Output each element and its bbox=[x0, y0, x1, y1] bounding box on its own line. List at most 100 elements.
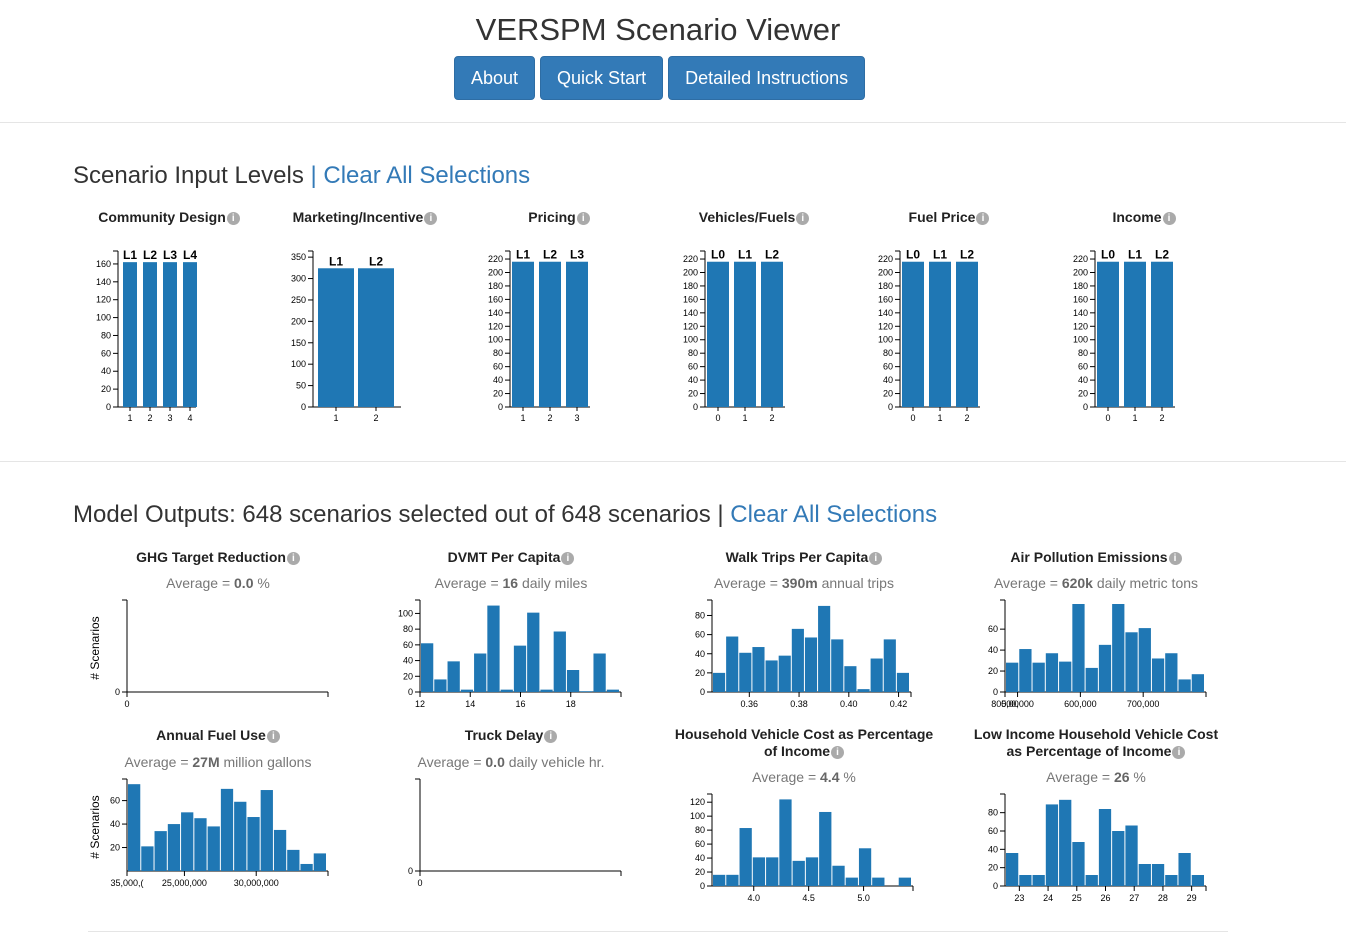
histogram-bar[interactable] bbox=[540, 689, 553, 692]
histogram-bar[interactable] bbox=[1072, 842, 1085, 886]
info-icon[interactable]: i bbox=[1168, 552, 1182, 565]
histogram-bar[interactable] bbox=[778, 655, 791, 692]
histogram-bar[interactable] bbox=[870, 658, 883, 692]
histogram-bar[interactable] bbox=[883, 639, 896, 692]
histogram-bar[interactable] bbox=[287, 849, 300, 871]
level-bar[interactable] bbox=[902, 261, 924, 407]
histogram-bar[interactable] bbox=[792, 860, 805, 886]
histogram-bar[interactable] bbox=[1138, 864, 1151, 886]
histogram-bar[interactable] bbox=[527, 612, 540, 692]
histogram-bar[interactable] bbox=[858, 848, 872, 886]
histogram-bar[interactable] bbox=[593, 653, 606, 693]
level-bar[interactable] bbox=[761, 261, 783, 407]
histogram-bar[interactable] bbox=[896, 672, 909, 692]
histogram-bar[interactable] bbox=[1112, 604, 1125, 692]
histogram-bar[interactable] bbox=[434, 679, 447, 692]
histogram-bar[interactable] bbox=[831, 639, 844, 692]
histogram-bar[interactable] bbox=[872, 877, 885, 886]
histogram-bar[interactable] bbox=[739, 652, 752, 692]
histogram-bar[interactable] bbox=[141, 846, 154, 871]
level-bar[interactable] bbox=[929, 261, 951, 407]
histogram-bar[interactable] bbox=[1006, 853, 1019, 886]
histogram-bar[interactable] bbox=[606, 689, 619, 692]
histogram-bar[interactable] bbox=[167, 824, 181, 871]
histogram-bar[interactable] bbox=[1112, 831, 1125, 886]
histogram-bar[interactable] bbox=[1125, 632, 1138, 692]
histogram-bar[interactable] bbox=[1032, 662, 1045, 692]
histogram-bar[interactable] bbox=[818, 605, 831, 692]
histogram-bar[interactable] bbox=[181, 812, 194, 871]
histogram-bar[interactable] bbox=[474, 653, 487, 693]
histogram-bar[interactable] bbox=[845, 877, 858, 886]
histogram-bar[interactable] bbox=[1165, 875, 1178, 886]
histogram-bar[interactable] bbox=[752, 647, 765, 692]
level-bar[interactable] bbox=[1124, 261, 1146, 407]
histogram-bar[interactable] bbox=[1085, 875, 1098, 886]
histogram-bar[interactable] bbox=[1059, 661, 1072, 692]
histogram-bar[interactable] bbox=[1006, 662, 1019, 692]
histogram-bar[interactable] bbox=[1085, 667, 1098, 692]
histogram-bar[interactable] bbox=[739, 828, 752, 886]
histogram-bar[interactable] bbox=[566, 670, 580, 692]
info-icon[interactable]: i bbox=[1172, 746, 1186, 759]
level-bar[interactable] bbox=[358, 268, 394, 407]
histogram-bar[interactable] bbox=[1059, 799, 1072, 886]
level-bar[interactable] bbox=[123, 262, 137, 407]
histogram-bar[interactable] bbox=[260, 790, 273, 871]
histogram-bar[interactable] bbox=[1032, 875, 1045, 886]
histogram-bar[interactable] bbox=[1191, 674, 1204, 692]
histogram-bar[interactable] bbox=[752, 857, 766, 886]
level-bar[interactable] bbox=[143, 262, 157, 407]
about-button[interactable]: About bbox=[454, 56, 536, 100]
inputs-clear-all-link[interactable]: Clear All Selections bbox=[323, 162, 531, 189]
histogram-bar[interactable] bbox=[1151, 864, 1165, 886]
histogram-bar[interactable] bbox=[1019, 875, 1032, 886]
info-icon[interactable]: i bbox=[831, 746, 845, 759]
histogram-bar[interactable] bbox=[766, 857, 779, 886]
histogram-bar[interactable] bbox=[580, 691, 593, 692]
info-icon[interactable]: i bbox=[1162, 212, 1176, 225]
info-icon[interactable]: i bbox=[576, 212, 590, 225]
histogram-bar[interactable] bbox=[805, 857, 819, 886]
histogram-bar[interactable] bbox=[779, 799, 792, 886]
histogram-bar[interactable] bbox=[313, 853, 326, 871]
histogram-bar[interactable] bbox=[1125, 825, 1138, 887]
histogram-bar[interactable] bbox=[804, 637, 818, 692]
histogram-bar[interactable] bbox=[1019, 649, 1032, 692]
histogram-bar[interactable] bbox=[234, 801, 247, 871]
level-bar[interactable] bbox=[734, 261, 756, 407]
histogram-bar[interactable] bbox=[726, 874, 739, 886]
histogram-bar[interactable] bbox=[513, 645, 527, 692]
level-bar[interactable] bbox=[1097, 261, 1119, 407]
level-bar[interactable] bbox=[163, 262, 177, 407]
histogram-bar[interactable] bbox=[857, 689, 870, 692]
histogram-bar[interactable] bbox=[194, 818, 207, 871]
histogram-bar[interactable] bbox=[1072, 604, 1085, 692]
histogram-bar[interactable] bbox=[1138, 628, 1151, 692]
histogram-bar[interactable] bbox=[500, 689, 513, 692]
histogram-bar[interactable] bbox=[1151, 658, 1165, 692]
histogram-bar[interactable] bbox=[1191, 875, 1204, 886]
histogram-bar[interactable] bbox=[819, 811, 832, 886]
level-bar[interactable] bbox=[707, 261, 729, 407]
detailed-instructions-button[interactable]: Detailed Instructions bbox=[668, 56, 866, 100]
info-icon[interactable]: i bbox=[561, 552, 575, 565]
info-icon[interactable]: i bbox=[796, 212, 810, 225]
level-bar[interactable] bbox=[183, 262, 197, 407]
level-bar[interactable] bbox=[566, 261, 588, 407]
histogram-bar[interactable] bbox=[220, 788, 234, 871]
quick-start-button[interactable]: Quick Start bbox=[540, 56, 664, 100]
histogram-bar[interactable] bbox=[421, 643, 434, 692]
histogram-bar[interactable] bbox=[1045, 804, 1059, 886]
histogram-bar[interactable] bbox=[844, 666, 857, 692]
histogram-bar[interactable] bbox=[273, 829, 287, 871]
histogram-bar[interactable] bbox=[128, 784, 141, 871]
level-bar[interactable] bbox=[539, 261, 561, 407]
histogram-bar[interactable] bbox=[791, 628, 804, 692]
info-icon[interactable]: i bbox=[286, 552, 300, 565]
info-icon[interactable]: i bbox=[424, 212, 438, 225]
histogram-bar[interactable] bbox=[1165, 653, 1178, 692]
histogram-bar[interactable] bbox=[1178, 853, 1191, 886]
info-icon[interactable]: i bbox=[226, 212, 240, 225]
level-bar[interactable] bbox=[1151, 261, 1173, 407]
